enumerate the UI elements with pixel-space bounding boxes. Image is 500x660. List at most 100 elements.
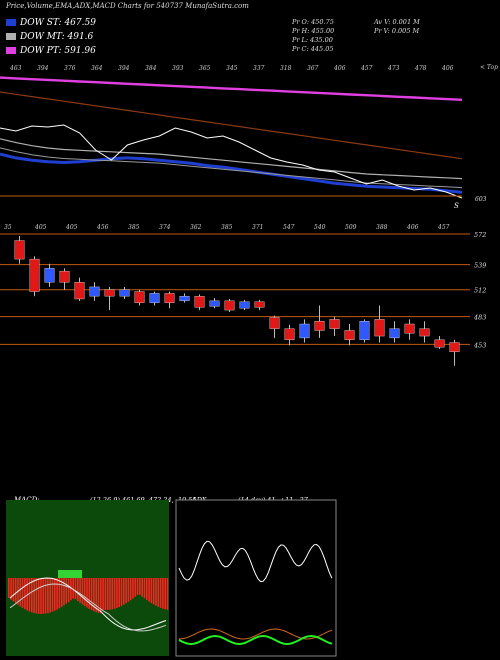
candle-body [389,328,400,339]
mid-axis-label: 388 [376,224,388,231]
info-avg-volume: Av V: 0.001 M [374,18,420,26]
macd-histogram-bar [136,578,139,595]
price-level-label: 483 [473,314,486,322]
candle-body [254,301,265,308]
macd-histogram-bar [152,578,155,605]
top-axis-label: 384 [145,65,157,72]
legend-dow-st: DOW ST: 467.59 [6,18,96,28]
macd-histogram-bar [90,578,93,611]
candle-body [239,301,250,309]
macd-histogram-bar [56,578,58,610]
macd-histogram-bar [88,578,91,609]
macd-histogram-bar [134,578,137,597]
macd-histogram-bar [51,578,54,612]
mid-axis-label: 540 [314,224,326,231]
candle-body [404,323,415,334]
macd-histogram-bar [155,578,157,606]
ema-line-mt-lower [0,147,463,189]
price-line [0,124,463,199]
candle-body [74,282,85,300]
candle-body [314,321,325,331]
macd-histogram-bar [8,578,10,598]
candle-body [104,289,115,297]
macd-histogram-bar [26,578,28,611]
macd-histogram-bar [132,578,134,599]
candle-body [194,295,205,308]
legend-dow-mt: DOW MT: 491.6 [6,32,93,42]
top-axis-label: 457 [360,65,373,72]
candle-body [329,319,340,329]
macd-histogram-bar [150,578,153,604]
macd-histogram-bar [40,578,42,614]
macd-histogram-bar [14,578,17,604]
macd-histogram-bar [79,578,81,603]
candle-body [284,328,295,340]
macd-histogram-bar [74,578,77,600]
macd-histogram-bar [118,578,120,608]
info-open: Pr O: 450.75 [292,18,334,26]
macd-histogram-bar [83,578,86,607]
macd-histogram-bar [141,578,143,597]
macd-histogram-bar [63,578,65,606]
adx-plus-di-line [178,634,333,646]
candle-body [14,240,25,260]
info-volume: Pr V: 0.005 M [374,27,420,35]
macd-histogram-bar [148,578,150,602]
macd-histogram-bar [21,578,24,608]
legend-swatch-pt [6,47,16,54]
top-axis-label: 463 [9,65,22,72]
macd-histogram-bar [123,578,125,605]
macd-histogram-bar [81,578,84,605]
candle-body [44,268,55,283]
candle-body [449,342,460,353]
top-axis-label: 406 [441,65,454,72]
candle-body [419,328,430,337]
info-high: Pr H: 455.00 [292,27,335,35]
macd-histogram-bar [127,578,130,602]
candle-body [29,258,40,292]
candle-body [224,300,235,311]
info-low: Pr L: 435.00 [292,36,333,44]
top-axis-label: 473 [387,65,400,72]
macd-histogram-bar [97,578,100,613]
macd-histogram-bar [100,578,102,614]
candle-body [209,300,220,307]
top-axis-label: 367 [307,65,319,72]
candle-body [344,330,355,340]
macd-histogram-bar [33,578,35,614]
macd-histogram-bar [72,578,74,599]
mid-axis-label: 405 [65,224,78,231]
macd-histogram-bar [104,578,107,610]
macd-histogram-bar [106,578,109,610]
macd-histogram-bar [116,578,118,608]
chart-title: Price,Volume,EMA,ADX,MACD Charts for 540… [6,2,249,10]
macd-histogram-bar [166,578,169,610]
top-axis-label: 394 [37,65,49,72]
mid-axis-label: 374 [159,224,171,231]
macd-histogram-bar [162,578,164,609]
candle-body [119,289,130,297]
mid-axis-label: 456 [96,224,109,231]
marker-s: S [454,202,459,210]
price-level-label: 512 [474,287,486,295]
macd-histogram-bar [146,578,148,600]
macd-histogram-bar [95,578,97,613]
macd-histogram-bar [113,578,116,609]
macd-histogram-bar [42,578,45,614]
macd-histogram-bar [77,578,79,602]
macd-histogram-bar [86,578,88,608]
macd-histogram-bar [109,578,111,610]
ema-line-dow-mt [0,138,463,180]
top-axis-label: 478 [414,65,427,72]
top-axis-label: 394 [118,65,130,72]
macd-signal-line [9,583,167,632]
info-close: Pr C: 445.05 [292,45,334,53]
mid-axis-label: 547 [283,224,295,231]
macd-histogram-bar [35,578,38,614]
top-right-label: < Top [480,64,498,71]
legend-dow-pt: DOW PT: 591.96 [6,46,96,56]
price-level-label: 453 [473,341,486,349]
legend-swatch-mt [6,33,16,40]
top-axis-label: 337 [253,65,265,72]
macd-histogram-bar [19,578,22,607]
